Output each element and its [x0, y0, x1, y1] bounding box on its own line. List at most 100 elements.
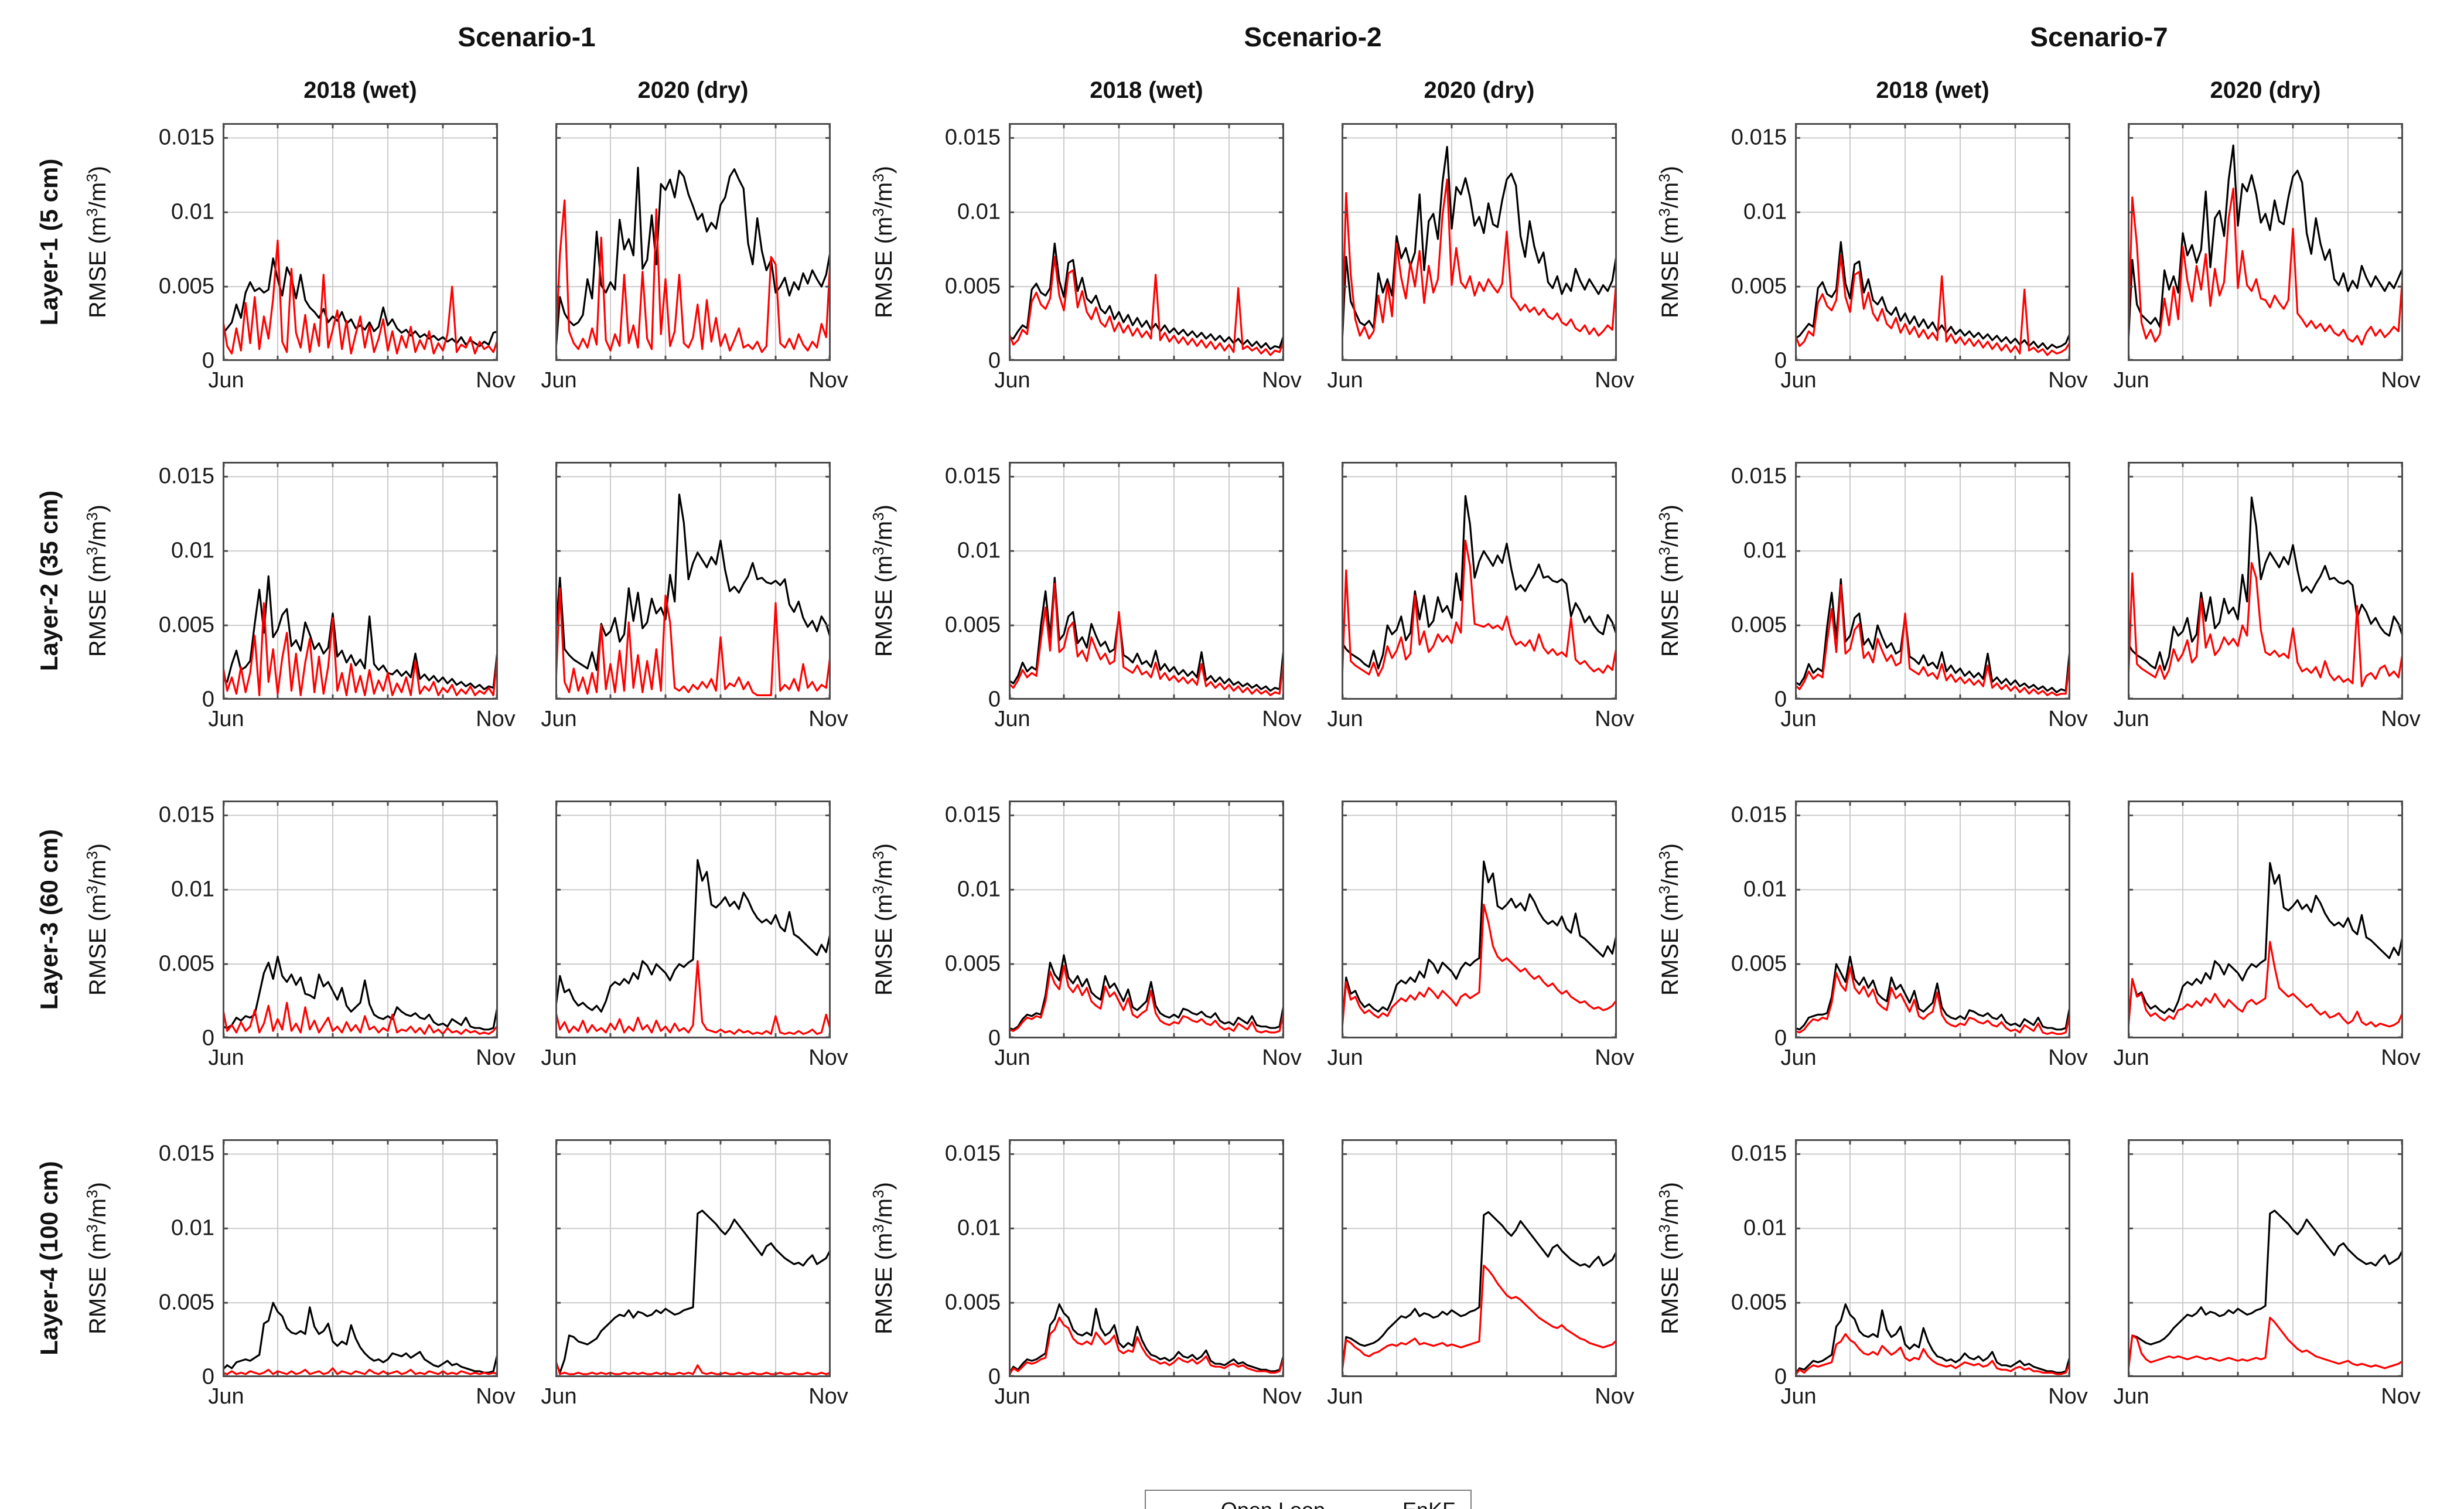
x-tick-label-nov: Nov [2048, 1045, 2088, 1070]
y-axis-label-part: /m [1657, 182, 1684, 209]
y-axis-label-superscript: 3 [869, 173, 887, 182]
x-tick-label-jun: Jun [994, 1384, 1030, 1409]
y-axis-label-column: RMSE (m3/m3) [1652, 462, 1690, 801]
chart-row-layer-4: Layer-4 (100 cm) RMSE (m3/m3) 0 0.005 0.01 0.… [0, 1139, 2464, 1478]
y-tick-label-0.005: 0.005 [158, 951, 214, 976]
row-label-column: Layer-1 (5 cm) [23, 123, 80, 462]
line-plot-r0-s1-c0 [1009, 123, 1284, 361]
y-axis-label-part: /m [85, 182, 111, 209]
scenario-group-3: RMSE (m3/m3) 0 0.005 0.01 0.015 Jun Nov Jun Nov [1652, 123, 2421, 462]
x-tick-label-jun: Jun [541, 368, 577, 393]
x-tick-label-jun: Jun [2113, 707, 2149, 731]
y-axis-label: RMSE (m3/m3) [1656, 1182, 1684, 1334]
y-tick-label-0.01: 0.01 [957, 538, 1001, 563]
y-tick-label-0.005: 0.005 [944, 612, 1001, 638]
y-tick-label-0.015: 0.015 [1731, 464, 1787, 489]
y-axis-label-superscript: 3 [1655, 173, 1673, 182]
y-tick-labels: 0 0.005 0.01 0.015 [903, 801, 1009, 1139]
y-tick-labels: 0 0.005 0.01 0.015 [117, 462, 223, 801]
x-tick-label-nov: Nov [2381, 368, 2421, 393]
x-tick-label-nov: Nov [1262, 707, 1302, 731]
x-tick-label-nov: Nov [1262, 1045, 1302, 1070]
x-tick-label-nov: Nov [808, 1045, 848, 1070]
y-axis-label-part: ) [871, 1181, 897, 1190]
y-tick-label-0.015: 0.015 [944, 125, 1001, 150]
line-plot-r0-s1-c1 [1342, 123, 1617, 361]
subplot-2020-dry: Jun Nov [1327, 1139, 1634, 1478]
x-tick-label-jun: Jun [208, 368, 244, 393]
year-subtitle-wet: 2018 (wet) [303, 77, 417, 103]
scenario-group-2: RMSE (m3/m3) 0 0.005 0.01 0.015 Jun Nov Jun Nov [866, 462, 1634, 801]
y-tick-label-0.005: 0.005 [1731, 1290, 1787, 1315]
x-tick-label-nov: Nov [476, 707, 516, 731]
y-axis-label-superscript: 3 [83, 1190, 101, 1198]
y-axis-label-part: RMSE (m [85, 216, 111, 319]
year-subtitle-wet: 2018 (wet) [1876, 77, 1989, 103]
y-tick-label-0.01: 0.01 [171, 199, 214, 224]
y-tick-label-0.01: 0.01 [1743, 877, 1787, 902]
line-plot-r3-s2-c1 [2128, 1139, 2403, 1377]
legend-box: Open Loop EnKF [1144, 1490, 1472, 1509]
y-axis-label-part: ) [871, 504, 897, 513]
subplot-2018-wet: Jun Nov [208, 1139, 516, 1478]
y-axis-label-column: RMSE (m3/m3) [1652, 123, 1690, 462]
x-tick-label-nov: Nov [1595, 1384, 1634, 1409]
y-axis-label-superscript: 3 [1655, 851, 1673, 860]
x-tick-label-nov: Nov [476, 1384, 516, 1409]
y-axis-label-part: ) [85, 504, 111, 513]
x-tick-label-nov: Nov [476, 368, 516, 393]
y-axis-label-part: RMSE (m [1657, 894, 1684, 996]
subplot-2018-wet: Jun Nov [1780, 462, 2088, 801]
y-axis-label-part: RMSE (m [871, 1232, 897, 1335]
y-tick-labels: 0 0.005 0.01 0.015 [1690, 462, 1795, 801]
y-tick-label-0: 0 [988, 348, 1001, 373]
y-axis-label-part: RMSE (m [871, 555, 897, 658]
y-axis-label-part: /m [871, 182, 897, 209]
line-plot-r2-s0-c1 [555, 801, 831, 1038]
y-axis-label: RMSE (m3/m3) [1656, 166, 1684, 318]
scenario-group-1: RMSE (m3/m3) 0 0.005 0.01 0.015 Jun Nov Jun Nov [80, 123, 848, 462]
x-tick-label-nov: Nov [808, 707, 848, 731]
y-tick-labels: 0 0.005 0.01 0.015 [117, 123, 223, 462]
y-axis-label-part: ) [85, 1181, 111, 1190]
y-axis-label-superscript: 3 [83, 1224, 101, 1233]
line-plot-r3-s0-c0 [223, 1139, 498, 1377]
y-tick-label-0.01: 0.01 [171, 1215, 214, 1241]
subplot-2018-wet: Jun Nov [994, 462, 1302, 801]
y-tick-label-0.005: 0.005 [158, 1290, 214, 1315]
subplot-2018-wet: Jun Nov [1780, 1139, 2088, 1478]
x-tick-label-jun: Jun [2113, 1384, 2149, 1409]
y-axis-label-part: /m [85, 1198, 111, 1225]
y-axis-label-part: /m [871, 520, 897, 547]
y-axis-label-part: RMSE (m [1657, 216, 1684, 319]
line-plot-r3-s2-c0 [1795, 1139, 2070, 1377]
scenario-title-block-2: Scenario-2 [866, 21, 1617, 77]
y-axis-label-column: RMSE (m3/m3) [80, 1139, 117, 1478]
subplot-2018-wet: Jun Nov [1780, 801, 2088, 1139]
subplot-2020-dry: Jun Nov [2113, 1139, 2421, 1478]
y-tick-label-0.005: 0.005 [944, 274, 1001, 299]
y-tick-label-0.01: 0.01 [1743, 199, 1787, 224]
y-axis-label-superscript: 3 [1655, 1190, 1673, 1198]
y-tick-label-0.01: 0.01 [171, 877, 214, 902]
y-tick-label-0.015: 0.015 [1731, 802, 1787, 827]
y-axis-label-superscript: 3 [83, 885, 101, 894]
y-axis-label-superscript: 3 [1655, 1224, 1673, 1233]
y-axis-label-column: RMSE (m3/m3) [80, 123, 117, 462]
y-tick-label-0.005: 0.005 [1731, 274, 1787, 299]
y-axis-label-superscript: 3 [1655, 547, 1673, 556]
y-tick-label-0.01: 0.01 [1743, 1215, 1787, 1241]
y-axis-label-part: ) [1657, 1181, 1684, 1190]
y-tick-label-0.015: 0.015 [158, 125, 214, 150]
y-axis-label-part: ) [1657, 504, 1684, 513]
y-axis-label-superscript: 3 [869, 512, 887, 521]
y-tick-label-0.015: 0.015 [158, 464, 214, 489]
y-tick-labels: 0 0.005 0.01 0.015 [1690, 801, 1795, 1139]
y-axis-label-part: RMSE (m [85, 894, 111, 996]
x-tick-label-jun: Jun [1780, 368, 1817, 393]
line-plot-r1-s2-c0 [1795, 462, 2070, 700]
line-plot-r2-s0-c0 [223, 801, 498, 1038]
y-axis-label: RMSE (m3/m3) [83, 166, 111, 318]
subplot-2020-dry: Jun Nov [2113, 123, 2421, 462]
line-plot-r2-s2-c0 [1795, 801, 2070, 1038]
